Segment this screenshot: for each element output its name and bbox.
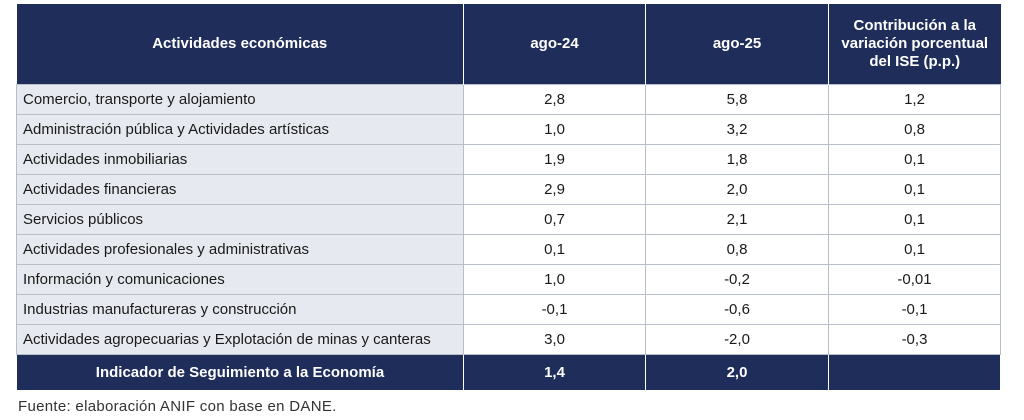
table-row: Servicios públicos 0,7 2,1 0,1 <box>16 204 1001 235</box>
cell-value: 0,8 <box>828 114 1001 145</box>
header-row: Actividades económicas ago-24 ago-25 Contri… <box>16 4 1001 85</box>
row-label: Actividades financieras <box>16 174 464 205</box>
cell-value: 1,0 <box>463 114 646 145</box>
table-row: Actividades inmobiliarias 1,9 1,8 0,1 <box>16 144 1001 175</box>
row-label: Actividades agropecuarias y Explotación … <box>16 324 464 355</box>
column-header: Contribución a la variación porcentual d… <box>828 4 1001 85</box>
cell-value: 0,1 <box>828 204 1001 235</box>
column-header: Actividades económicas <box>16 4 464 85</box>
row-label: Servicios públicos <box>16 204 464 235</box>
cell-value: -0,01 <box>828 264 1001 295</box>
cell-value: 2,8 <box>463 84 646 115</box>
cell-value: 0,1 <box>828 144 1001 175</box>
table-row: Actividades financieras 2,9 2,0 0,1 <box>16 174 1001 205</box>
cell-value: 5,8 <box>645 84 829 115</box>
column-header: ago-25 <box>645 4 829 85</box>
table-row: Comercio, transporte y alojamiento 2,8 5,8… <box>16 84 1001 115</box>
source-note: Fuente: elaboración ANIF con base en DAN… <box>18 398 337 415</box>
row-label: Actividades inmobiliarias <box>16 144 464 175</box>
table-container: Actividades económicas ago-24 ago-25 Contri… <box>16 4 1001 391</box>
cell-value: 1,8 <box>645 144 829 175</box>
cell-value: 0,1 <box>463 234 646 265</box>
cell-value: -0,1 <box>463 294 646 325</box>
cell-value: 0,1 <box>828 234 1001 265</box>
cell-value: -0,3 <box>828 324 1001 355</box>
table-row: Industrias manufactureras y construcción… <box>16 294 1001 325</box>
cell-value: 3,2 <box>645 114 829 145</box>
table-row: Actividades profesionales y administrati… <box>16 234 1001 265</box>
row-label: Comercio, transporte y alojamiento <box>16 84 464 115</box>
column-header: ago-24 <box>463 4 646 85</box>
cell-value: -0,6 <box>645 294 829 325</box>
cell-value: 0,7 <box>463 204 646 235</box>
table-row: Actividades agropecuarias y Explotación … <box>16 324 1001 355</box>
cell-value: 1,2 <box>828 84 1001 115</box>
row-label: Actividades profesionales y administrati… <box>16 234 464 265</box>
cell-value: 0,8 <box>645 234 829 265</box>
cell-value: 2,0 <box>645 174 829 205</box>
cell-value: 3,0 <box>463 324 646 355</box>
cell-value: 1,0 <box>463 264 646 295</box>
row-label: Información y comunicaciones <box>16 264 464 295</box>
table-body: Comercio, transporte y alojamiento 2,8 5,8… <box>16 84 1001 391</box>
table-row: Administración pública y Actividades art… <box>16 114 1001 145</box>
cell-value: 2,1 <box>645 204 829 235</box>
cell-value: -0,2 <box>645 264 829 295</box>
cell-value: 0,1 <box>828 174 1001 205</box>
cell-value: -2,0 <box>645 324 829 355</box>
row-label: Industrias manufactureras y construcción <box>16 294 464 325</box>
data-table: Actividades económicas ago-24 ago-25 Contri… <box>16 4 1001 391</box>
cell-value: 2,9 <box>463 174 646 205</box>
footer-value: 2,0 <box>645 354 829 391</box>
cell-value: -0,1 <box>828 294 1001 325</box>
footer-row: Indicador de Seguimiento a la Economía 1,… <box>16 354 1001 391</box>
table-row: Información y comunicaciones 1,0 -0,2 -0,01 <box>16 264 1001 295</box>
footer-label: Indicador de Seguimiento a la Economía <box>16 354 464 391</box>
footer-empty-cell <box>828 354 1001 391</box>
cell-value: 1,9 <box>463 144 646 175</box>
row-label: Administración pública y Actividades art… <box>16 114 464 145</box>
footer-value: 1,4 <box>463 354 646 391</box>
